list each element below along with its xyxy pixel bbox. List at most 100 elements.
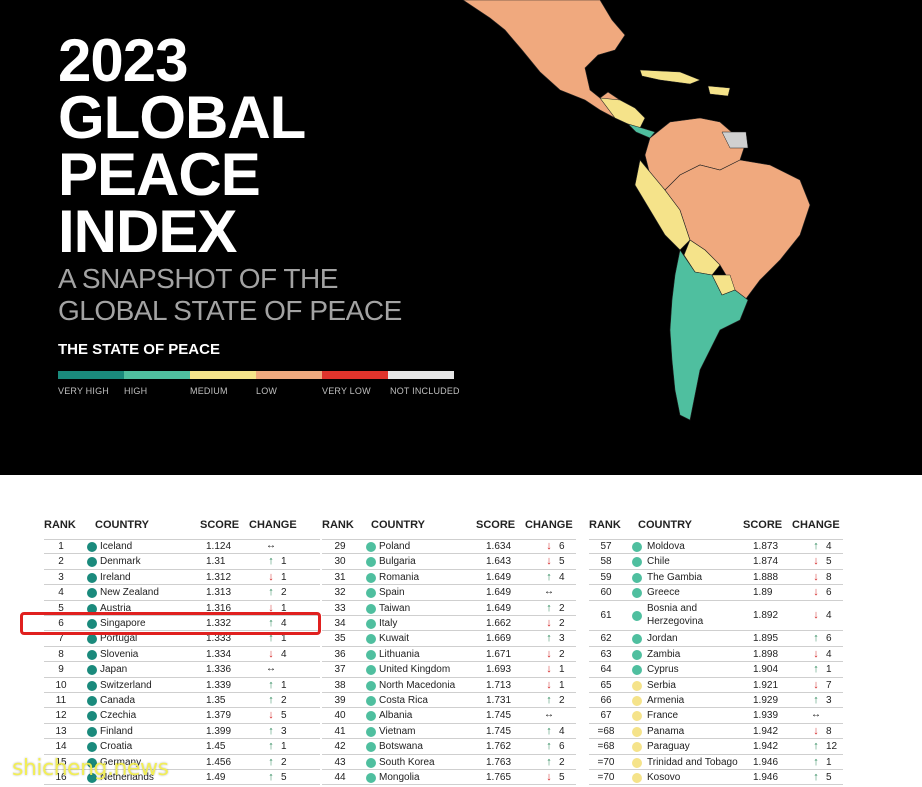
peace-level-dot [366, 711, 376, 722]
score-cell: 1.336 [206, 664, 232, 676]
table-row: 5 Austria 1.316 ↓ 1 [44, 601, 320, 616]
peace-level-dot [87, 634, 97, 645]
rank-cell: 64 [600, 664, 612, 676]
rank-cell: 57 [600, 541, 612, 552]
change-cell: 8 [826, 571, 832, 583]
change-cell: 1 [826, 664, 832, 676]
arrow-down-icon: ↓ [813, 678, 819, 691]
legend-swatch-very-high [58, 371, 124, 379]
rank-cell: 3 [58, 571, 64, 583]
arrow-down-icon: ↓ [546, 663, 552, 676]
peace-level-dot [87, 726, 97, 737]
score-cell: 1.895 [753, 633, 779, 645]
subtitle-line: A SNAPSHOT OF THE [58, 263, 338, 294]
rank-cell: 1 [58, 541, 64, 552]
table-row: 13 Finland 1.399 ↑ 3 [44, 724, 320, 740]
peace-level-dot [87, 696, 97, 706]
rank-cell: 6 [58, 618, 64, 629]
peace-level-dot [366, 680, 376, 691]
table-row: =68 Paraguay 1.942 ↑ 12 [589, 739, 843, 755]
peace-level-dot [366, 665, 376, 676]
change-cell: 2 [559, 648, 565, 660]
score-cell: 1.643 [486, 556, 512, 568]
peace-level-dot [632, 572, 642, 583]
country-cell: Canada [100, 695, 136, 706]
arrow-down-icon: ↓ [813, 570, 819, 583]
table-row: 35 Kuwait 1.669 ↑ 3 [322, 631, 576, 647]
rank-cell: 33 [334, 602, 346, 614]
change-cell: 5 [559, 772, 565, 783]
arrow-left-right-icon: ↔ [266, 663, 276, 675]
arrow-left-right-icon: ↔ [544, 709, 554, 721]
peace-level-dot [366, 588, 376, 599]
score-cell: 1.921 [753, 679, 779, 691]
table-row: 67 France 1.939 ↔ [589, 708, 843, 724]
map-region-hispaniola [707, 85, 731, 97]
rank-cell: 58 [600, 556, 612, 568]
column-header-score: SCORE [743, 519, 783, 531]
table-row: 41 Vietnam 1.745 ↑ 4 [322, 724, 576, 740]
arrow-up-icon: ↑ [268, 555, 274, 568]
change-cell: 1 [281, 679, 287, 691]
country-cell: Italy [379, 618, 398, 629]
table-row: 11 Canada 1.35 ↑ 2 [44, 693, 320, 709]
score-cell: 1.671 [486, 648, 512, 660]
rank-cell: 12 [55, 710, 67, 722]
arrow-down-icon: ↓ [813, 555, 819, 568]
peace-level-dot [366, 619, 376, 629]
peace-level-dot [366, 757, 376, 768]
arrow-down-icon: ↓ [268, 709, 274, 722]
change-cell: 4 [559, 571, 565, 583]
score-cell: 1.316 [206, 602, 232, 614]
arrow-up-icon: ↑ [268, 740, 274, 753]
rank-cell: =68 [597, 725, 615, 737]
score-cell: 1.929 [753, 695, 779, 706]
rank-cell: 9 [58, 664, 64, 676]
rank-cell: 2 [58, 556, 64, 568]
legend-label: MEDIUM [190, 386, 228, 396]
score-cell: 1.763 [486, 756, 512, 768]
column-header-country: COUNTRY [95, 519, 149, 531]
peace-level-dot [87, 711, 97, 722]
score-cell: 1.634 [486, 541, 512, 552]
score-cell: 1.332 [206, 618, 232, 629]
country-cell: Armenia [647, 695, 685, 706]
country-cell: Botswana [379, 741, 423, 753]
table-row: 62 Jordan 1.895 ↑ 6 [589, 631, 843, 647]
country-cell: Zambia [647, 648, 681, 660]
peace-ranking-table: RANK COUNTRY SCORE CHANGE 1 Iceland 1.124 ↔ 2 Den… [0, 475, 922, 787]
country-cell: United Kingdom [379, 664, 451, 676]
peace-level-dot [87, 542, 97, 552]
country-cell: Chile [647, 556, 670, 568]
table-row: 42 Botswana 1.762 ↑ 6 [322, 739, 576, 755]
arrow-up-icon: ↑ [546, 632, 552, 645]
report-cover-header: 2023 GLOBAL PEACE INDEX A SNAPSHOT OF TH… [58, 0, 811, 421]
arrow-down-icon: ↓ [813, 647, 819, 660]
table-row: 36 Lithuania 1.671 ↓ 2 [322, 647, 576, 663]
title-line: 2023 [58, 27, 188, 94]
table-row: 65 Serbia 1.921 ↓ 7 [589, 678, 843, 693]
rank-cell: 15 [55, 756, 67, 768]
peace-level-dot [632, 649, 642, 660]
change-cell: 6 [826, 587, 832, 599]
rank-cell: 30 [334, 556, 346, 568]
country-cell: Spain [379, 587, 405, 599]
country-cell: Jordan [647, 633, 678, 645]
score-cell: 1.313 [206, 587, 232, 599]
table-row: 39 Costa Rica 1.731 ↑ 2 [322, 693, 576, 709]
map-region-costa-rica-panama [626, 123, 656, 139]
rank-cell: =70 [597, 756, 615, 768]
table-row: 38 North Macedonia 1.713 ↓ 1 [322, 678, 576, 693]
peace-level-dot [632, 742, 642, 753]
peace-level-dot [632, 680, 642, 691]
change-cell: 6 [826, 633, 832, 645]
peace-level-dot [632, 696, 642, 706]
change-cell: 1 [281, 633, 287, 645]
change-cell: 3 [559, 633, 565, 645]
table-row: 7 Portugal 1.333 ↑ 1 [44, 631, 320, 647]
ranking-column: RANK COUNTRY SCORE CHANGE 57 Moldova 1.873 ↑ 4 58… [589, 475, 843, 787]
score-cell: 1.942 [753, 725, 779, 737]
rank-cell: 37 [334, 664, 346, 676]
rank-cell: 43 [334, 756, 346, 768]
arrow-up-icon: ↑ [813, 740, 819, 753]
